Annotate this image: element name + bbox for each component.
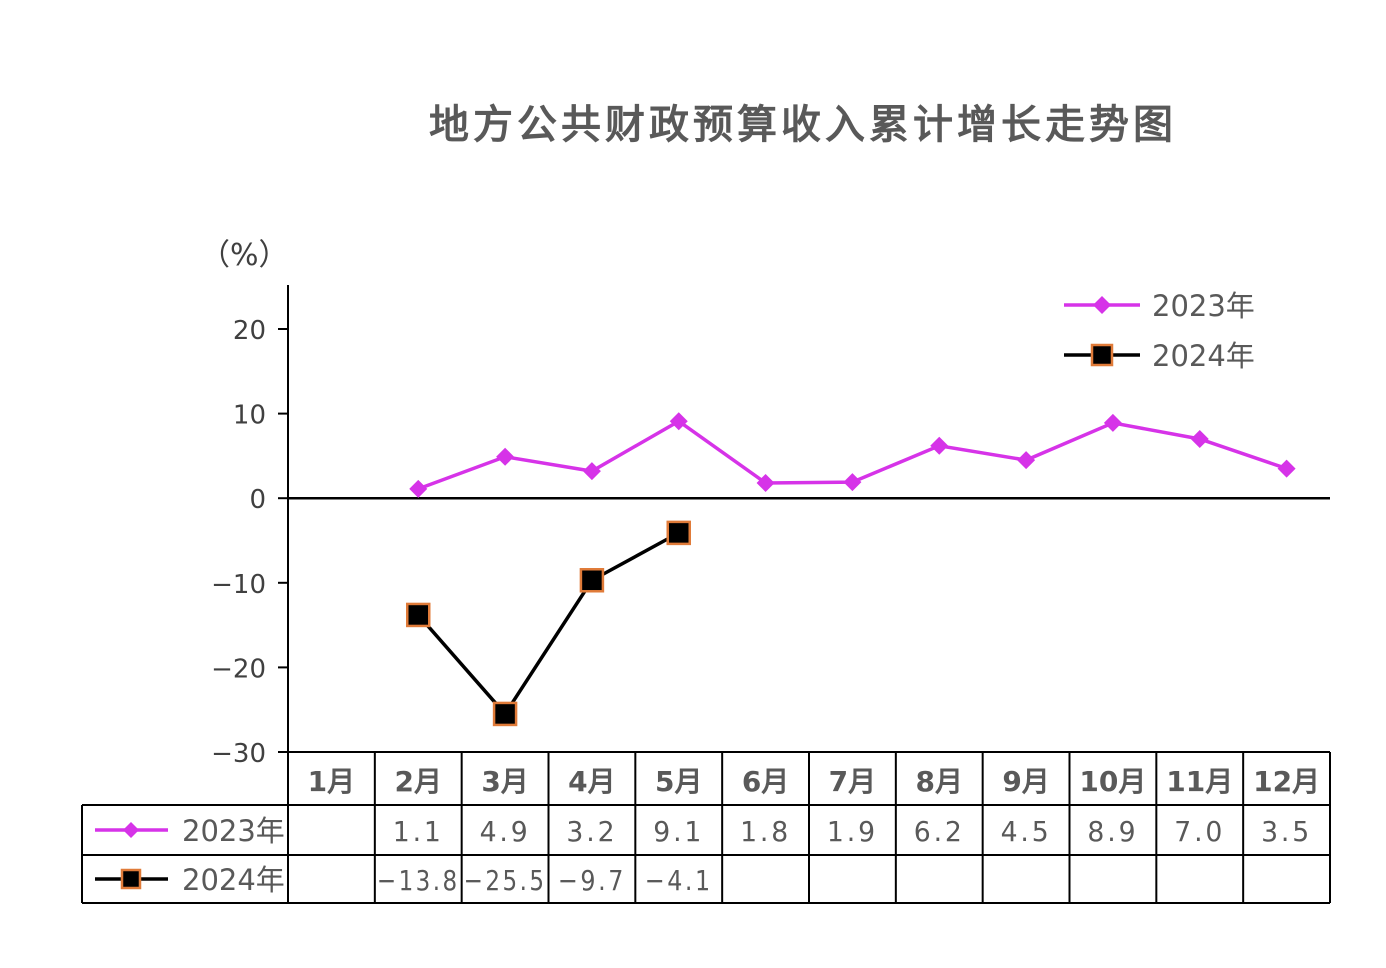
series-2023-point <box>843 473 862 492</box>
x-tick-label: 9月 <box>1002 765 1049 798</box>
series-2023-point <box>1190 429 1209 448</box>
y-tick-label: −10 <box>211 570 266 600</box>
x-tick-label: 1月 <box>308 765 355 798</box>
y-tick-label: −20 <box>211 654 266 684</box>
series-2023-data-label: 3.5 <box>1261 815 1312 848</box>
table-row-label: 2024年 <box>182 863 285 897</box>
series-2024-point <box>406 602 431 628</box>
series-2024-point <box>666 520 691 546</box>
series-2023-point <box>1103 413 1122 432</box>
table-legend-marker <box>120 868 142 890</box>
y-axis-unit: （%） <box>200 238 289 273</box>
legend-label: 2023年 <box>1152 289 1255 323</box>
series-2023-point <box>1017 451 1036 470</box>
y-tick-label: 0 <box>249 485 266 515</box>
series-2024-data-label: −9.7 <box>558 864 626 897</box>
legend-label: 2024年 <box>1152 339 1255 373</box>
y-tick-label: 10 <box>233 401 266 431</box>
series-2023-data-label: 1.9 <box>827 815 878 848</box>
series-2023-point <box>496 447 515 466</box>
series-2023-data-label: 4.9 <box>480 815 531 848</box>
x-tick-label: 8月 <box>916 765 963 798</box>
series-2023-data-label: 4.5 <box>1001 815 1052 848</box>
series-2023-point <box>1277 459 1296 478</box>
series-2023-data-label: 3.2 <box>566 815 617 848</box>
y-tick-label: −30 <box>211 739 266 769</box>
table-legend-marker <box>123 822 139 838</box>
chart-title: 地方公共财政预算收入累计增长走势图 <box>429 102 1177 148</box>
series-2023-data-label: 9.1 <box>653 815 704 848</box>
series-2024-point <box>492 701 518 727</box>
x-tick-label: 2月 <box>395 765 442 798</box>
x-tick-label: 10月 <box>1079 765 1146 798</box>
series-2023-data-label: 7.0 <box>1174 815 1225 848</box>
series-2023-point <box>756 473 775 492</box>
x-tick-label: 11月 <box>1166 765 1233 798</box>
series-2023-data-label: 8.9 <box>1087 815 1138 848</box>
x-tick-label: 7月 <box>829 765 876 798</box>
legend-marker <box>1090 343 1114 367</box>
series-2023-data-label: 6.2 <box>914 815 965 848</box>
series-2023-point <box>582 462 601 481</box>
series-2024-point <box>579 568 605 593</box>
x-tick-label: 4月 <box>568 765 615 798</box>
x-tick-label: 6月 <box>742 765 789 798</box>
legend-marker <box>1093 296 1111 314</box>
series-2024-data-label: −13.8 <box>377 864 460 897</box>
x-tick-label: 12月 <box>1253 765 1320 798</box>
series-2024-data-label: −25.5 <box>464 864 547 897</box>
series-2023-point <box>409 479 428 498</box>
series-2023-data-label: 1.1 <box>393 815 444 848</box>
series-2023-point <box>930 436 949 455</box>
table-row-label: 2023年 <box>182 814 285 848</box>
series-2023-point <box>669 412 688 431</box>
y-tick-label: 20 <box>233 316 266 346</box>
x-tick-label: 3月 <box>481 765 528 798</box>
x-tick-label: 5月 <box>655 765 702 798</box>
series-2024-data-label: −4.1 <box>645 864 713 897</box>
series-2024-line <box>416 531 680 717</box>
series-2023-data-label: 1.8 <box>740 815 791 848</box>
